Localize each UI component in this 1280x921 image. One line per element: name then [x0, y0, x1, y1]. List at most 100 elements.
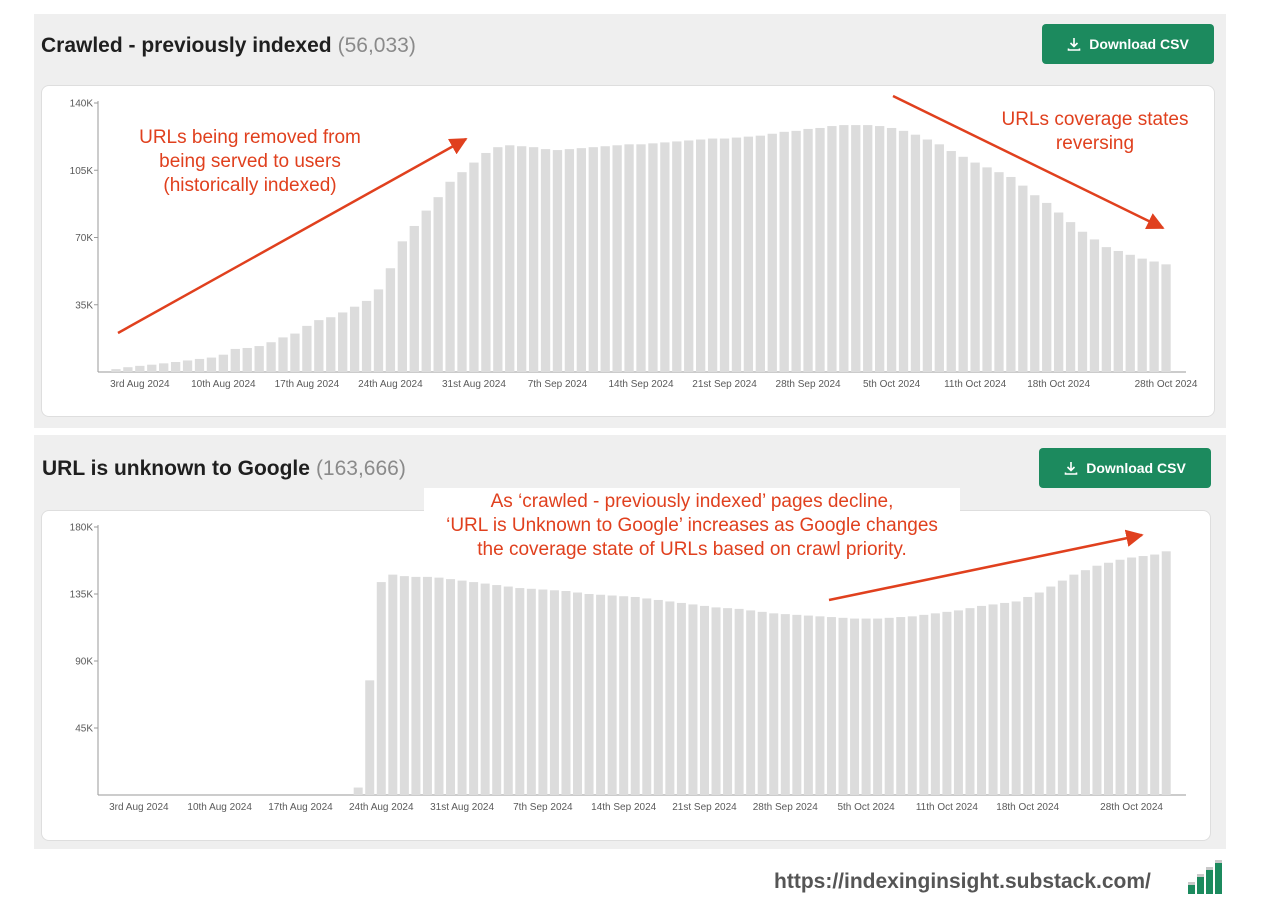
panel-title: Crawled - previously indexed (56,033): [41, 34, 416, 58]
bar: [863, 125, 873, 372]
bar: [743, 136, 754, 372]
x-tick-label: 3rd Aug 2024: [109, 802, 169, 813]
bar: [838, 617, 848, 795]
bar: [896, 617, 906, 795]
x-tick-label: 10th Aug 2024: [191, 379, 256, 390]
x-tick-label: 3rd Aug 2024: [110, 379, 170, 390]
bar: [803, 615, 813, 795]
bar: [672, 141, 682, 372]
bar: [1092, 565, 1102, 795]
panel-count: (56,033): [337, 34, 416, 57]
bar: [934, 144, 944, 372]
y-tick-label: 45K: [75, 724, 93, 735]
download-csv-button[interactable]: Download CSV: [1039, 448, 1211, 488]
bar: [898, 130, 909, 372]
x-tick-label: 21st Sep 2024: [672, 802, 737, 813]
annotation-line: URLs being removed from: [139, 127, 361, 148]
x-tick-label: 14th Sep 2024: [608, 379, 673, 390]
bar: [665, 601, 675, 795]
bar: [206, 357, 217, 372]
bar: [970, 162, 980, 372]
bar: [1137, 258, 1147, 372]
download-icon: [1067, 38, 1081, 51]
x-tick-label: 18th Oct 2024: [1027, 379, 1090, 390]
bar: [779, 131, 789, 372]
x-tick-label: 5th Oct 2024: [863, 379, 921, 390]
bar: [684, 140, 694, 372]
bar: [576, 148, 586, 372]
bar: [1000, 602, 1010, 795]
bar: [815, 127, 825, 372]
bar: [723, 608, 733, 795]
bar: [290, 333, 300, 372]
footer-url: https://indexinginsight.substack.com/: [774, 870, 1151, 893]
bar: [636, 144, 646, 372]
bar: [1080, 570, 1090, 795]
bar: [1150, 554, 1160, 795]
bar: [1053, 212, 1064, 372]
bar: [630, 596, 640, 795]
bar: [1161, 551, 1171, 795]
bar: [660, 142, 670, 372]
bar: [731, 137, 742, 372]
bar: [977, 605, 987, 795]
bar: [422, 576, 432, 795]
bar: [147, 364, 157, 372]
y-tick-label: 140K: [70, 99, 94, 110]
x-tick-label: 11th Oct 2024: [916, 802, 979, 813]
x-tick-label: 24th Aug 2024: [358, 379, 423, 390]
bar: [850, 618, 860, 795]
bar: [365, 680, 375, 795]
bar: [746, 610, 756, 795]
x-tick-label: 17th Aug 2024: [275, 379, 340, 390]
bar: [266, 342, 276, 372]
panel-count: (163,666): [315, 457, 406, 480]
bar: [540, 149, 551, 372]
bar: [707, 138, 718, 372]
bar: [1057, 580, 1067, 795]
bar: [619, 596, 629, 795]
bar: [767, 133, 777, 372]
bar: [492, 585, 502, 795]
bar: [493, 147, 503, 372]
bar: [965, 608, 975, 795]
bar: [1034, 592, 1044, 795]
bar: [886, 127, 897, 372]
bar: [349, 306, 360, 372]
bar: [1089, 239, 1100, 372]
bar: [1127, 557, 1137, 795]
bar: [505, 145, 515, 372]
bar: [803, 128, 813, 372]
bar: [757, 611, 767, 795]
bar: [481, 152, 491, 372]
bar: [919, 614, 929, 795]
bar: [111, 369, 121, 372]
bar: [946, 151, 956, 372]
bar: [1077, 231, 1088, 372]
bar: [170, 362, 181, 372]
bar: [399, 576, 409, 795]
bar: [769, 613, 779, 795]
download-csv-button[interactable]: Download CSV: [1042, 24, 1214, 64]
bar: [561, 591, 571, 795]
bar: [780, 614, 790, 795]
bar: [826, 617, 836, 795]
y-tick-label: 135K: [70, 590, 94, 601]
bar: [1069, 574, 1079, 795]
bar: [469, 162, 479, 372]
bar: [549, 590, 559, 795]
annotation-line: URLs coverage states: [1001, 109, 1189, 130]
bar: [361, 300, 372, 372]
bar: [564, 149, 575, 372]
bar: [792, 614, 802, 795]
bar: [194, 358, 205, 372]
x-tick-label: 18th Oct 2024: [996, 802, 1059, 813]
annotation-removed-urls: URLs being removed from being served to …: [120, 126, 380, 198]
bar: [827, 126, 837, 372]
download-icon: [1064, 462, 1078, 475]
y-tick-label: 90K: [75, 657, 93, 668]
bar: [457, 580, 467, 795]
bar: [338, 312, 348, 372]
bar: [588, 147, 598, 372]
bar: [711, 607, 721, 795]
